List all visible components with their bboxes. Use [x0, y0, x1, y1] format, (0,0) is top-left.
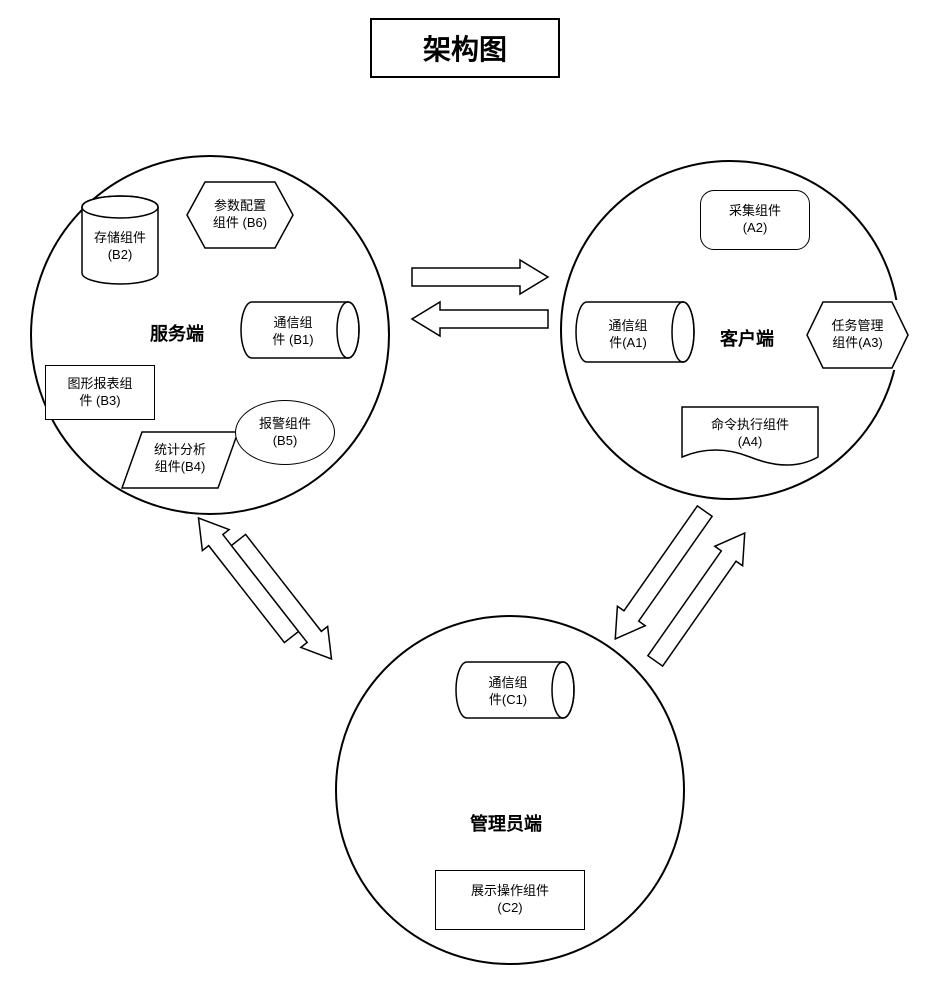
server-label: 服务端: [150, 320, 204, 346]
admin-comm-icon: [455, 660, 575, 720]
storage-component-icon: [80, 195, 160, 285]
admin-label: 管理员端: [470, 810, 542, 836]
diagram-title: 架构图: [370, 18, 560, 78]
client-comm-icon: [575, 300, 695, 365]
analysis-component-b4: 统计分析 组件(B4): [120, 430, 240, 490]
collect-component-a2: 采集组件 (A2): [700, 190, 810, 250]
title-text: 架构图: [423, 28, 507, 68]
alarm-component-b5: 报警组件 (B5): [235, 400, 335, 465]
config-component-b6: 参数配置 组件 (B6): [185, 180, 295, 250]
report-component-b3: 图形报表组 件 (B3): [45, 365, 155, 420]
arrow-server-to-client: [410, 258, 550, 296]
exec-component-a4: 命令执行组件 (A4): [680, 405, 820, 470]
arrow-client-to-server: [410, 300, 550, 338]
display-component-c2: 展示操作组件 (C2): [435, 870, 585, 930]
task-component-a3: 任务管理 组件(A3): [805, 300, 910, 370]
client-label: 客户端: [720, 325, 774, 351]
comm-component-icon: [240, 300, 360, 360]
